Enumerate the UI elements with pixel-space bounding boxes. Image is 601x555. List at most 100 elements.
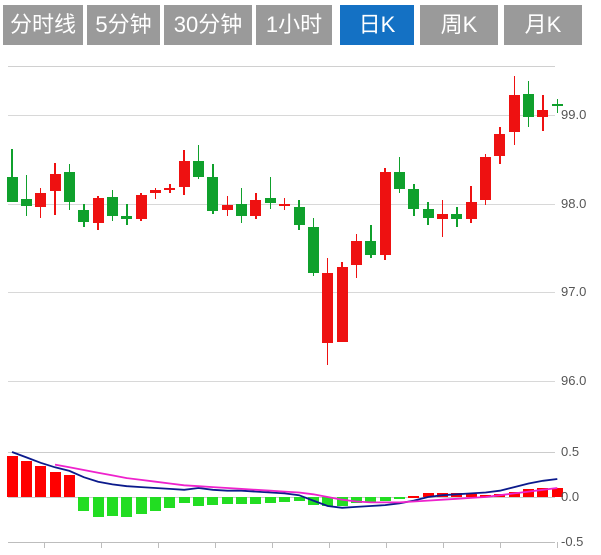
tab-label: 日K <box>358 12 396 37</box>
candle[interactable] <box>350 48 362 418</box>
candle[interactable] <box>551 48 563 418</box>
candle[interactable] <box>150 48 161 418</box>
candle[interactable] <box>193 48 204 418</box>
macd-bar <box>35 466 47 497</box>
candle-body <box>408 189 420 209</box>
candle-body <box>350 240 362 266</box>
macd-base-axis <box>8 542 555 543</box>
macd-bar <box>178 497 190 504</box>
macd-bar <box>92 497 104 517</box>
macd-bar <box>480 495 492 497</box>
candle[interactable] <box>537 48 549 418</box>
macd-bar <box>336 497 348 506</box>
candle[interactable] <box>365 48 377 418</box>
candle-body <box>480 157 492 200</box>
candle-body <box>178 160 190 188</box>
macd-axis-label: 0.0 <box>561 489 580 504</box>
candle-body <box>35 192 47 207</box>
candle[interactable] <box>293 48 305 418</box>
price-axis-label: 98.0 <box>561 195 587 211</box>
candle-body <box>164 188 176 191</box>
gridline-97.0 <box>8 292 555 294</box>
macd-bar <box>6 455 18 497</box>
candle[interactable] <box>451 48 463 418</box>
candle[interactable] <box>437 48 448 418</box>
candle-body <box>63 172 75 202</box>
price-chart-panel[interactable]: 99.0 98.0 97.0 96.0 <box>0 48 601 418</box>
tab-1[interactable]: 5分钟 <box>87 5 160 45</box>
candle[interactable] <box>178 48 190 418</box>
tab-2[interactable]: 30分钟 <box>164 5 252 45</box>
tab-0[interactable]: 分时线 <box>3 5 83 45</box>
candle-body <box>508 95 520 133</box>
candle[interactable] <box>465 48 477 418</box>
candle[interactable] <box>408 48 420 418</box>
candle-body <box>193 160 204 177</box>
candle[interactable] <box>336 48 348 418</box>
candle-body <box>236 203 248 216</box>
candle[interactable] <box>164 48 176 418</box>
candle[interactable] <box>221 48 233 418</box>
candle-body <box>451 214 463 220</box>
axis-tick <box>215 542 216 548</box>
candle-body <box>207 176 219 211</box>
candle-body <box>465 201 477 220</box>
candle[interactable] <box>494 48 506 418</box>
candle[interactable] <box>379 48 391 418</box>
macd-bar <box>264 497 276 504</box>
tab-label: 1小时 <box>265 12 323 37</box>
candle[interactable] <box>6 48 18 418</box>
tab-label: 周K <box>440 12 478 37</box>
candle[interactable] <box>35 48 47 418</box>
candle[interactable] <box>78 48 90 418</box>
gridline-96.0 <box>8 380 555 382</box>
tab-3[interactable]: 1小时 <box>256 5 332 45</box>
macd-bar <box>408 496 420 498</box>
candle[interactable] <box>250 48 262 418</box>
candle[interactable] <box>20 48 32 418</box>
price-axis-label: 97.0 <box>561 284 587 300</box>
gridline-99.0 <box>8 114 555 116</box>
axis-tick <box>500 542 501 548</box>
macd-bar <box>193 497 204 506</box>
candle[interactable] <box>121 48 133 418</box>
candle[interactable] <box>523 48 535 418</box>
candlestick-series[interactable] <box>0 48 601 418</box>
candle[interactable] <box>307 48 319 418</box>
candle[interactable] <box>422 48 434 418</box>
candle[interactable] <box>49 48 61 418</box>
candle-body <box>135 194 147 220</box>
candle-body <box>307 226 319 273</box>
candle-body <box>537 109 549 117</box>
candle[interactable] <box>135 48 147 418</box>
macd-bar <box>236 497 248 505</box>
tab-5[interactable]: 周K <box>420 5 498 45</box>
macd-indicator-panel[interactable]: 0.5 0.0 -0.5 <box>0 430 601 555</box>
timeframe-tab-bar[interactable]: 分时线 5分钟 30分钟 1小时 日K 周K 月K <box>0 0 601 48</box>
candle-body <box>92 198 104 223</box>
candle[interactable] <box>393 48 405 418</box>
candle[interactable] <box>107 48 118 418</box>
macd-bar <box>293 497 305 501</box>
candle[interactable] <box>207 48 219 418</box>
candle[interactable] <box>63 48 75 418</box>
candle-body <box>393 171 405 190</box>
candle-body <box>365 240 377 255</box>
candle[interactable] <box>92 48 104 418</box>
candle-body <box>221 205 233 211</box>
macd-bar <box>523 488 535 497</box>
candle[interactable] <box>322 48 334 418</box>
macd-bar <box>350 497 362 504</box>
candle[interactable] <box>508 48 520 418</box>
tab-4-active[interactable]: 日K <box>340 5 414 45</box>
candle-body <box>49 174 61 191</box>
candle[interactable] <box>279 48 291 418</box>
candle[interactable] <box>480 48 492 418</box>
macd-bar <box>20 461 32 497</box>
candle-wick <box>169 183 171 193</box>
candle-body <box>293 207 305 225</box>
tab-6[interactable]: 月K <box>504 5 582 45</box>
candle-body <box>250 199 262 216</box>
candle[interactable] <box>236 48 248 418</box>
candle[interactable] <box>264 48 276 418</box>
